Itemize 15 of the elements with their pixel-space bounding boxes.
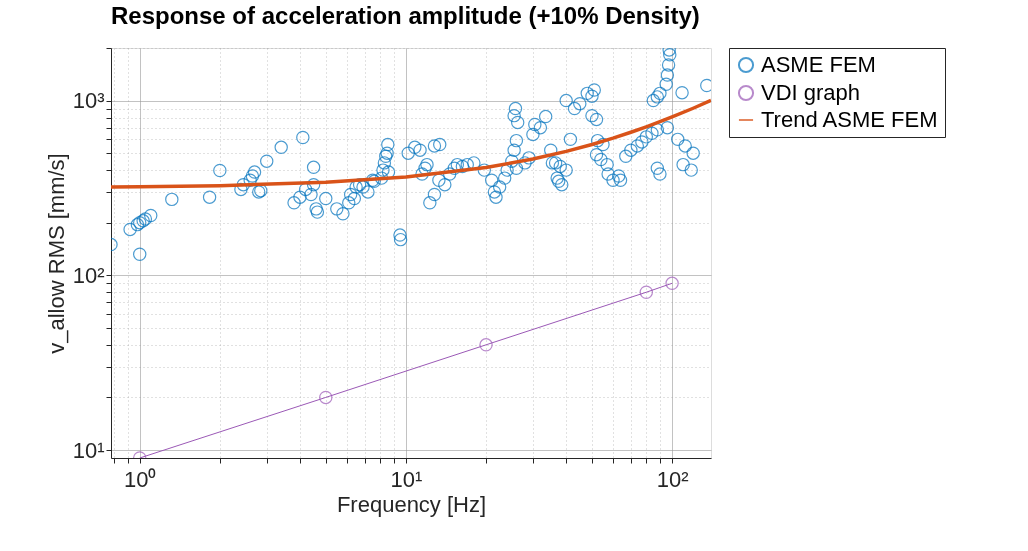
- point: [479, 338, 493, 352]
- x-tick-label: 10²: [656, 466, 689, 492]
- y-tick-label: 10²: [72, 262, 105, 288]
- x-tick-label: 10⁰: [123, 466, 157, 492]
- legend-label: Trend ASME FEM: [761, 107, 938, 132]
- x-axis-title: Frequency [Hz]: [336, 491, 487, 517]
- x-tick-label: 10¹: [390, 466, 423, 492]
- legend-label: ASME FEM: [761, 52, 876, 77]
- legend-label: VDI graph: [761, 80, 861, 105]
- point: [639, 285, 654, 299]
- chart-title: Response of acceleration amplitude (+10% Density): [111, 2, 700, 29]
- y-tick-label: 10³: [72, 88, 105, 114]
- point: [319, 390, 333, 405]
- y-axis-title: v_allow RMS [mm/s]: [43, 153, 69, 354]
- y-tick-label: 10¹: [72, 437, 105, 463]
